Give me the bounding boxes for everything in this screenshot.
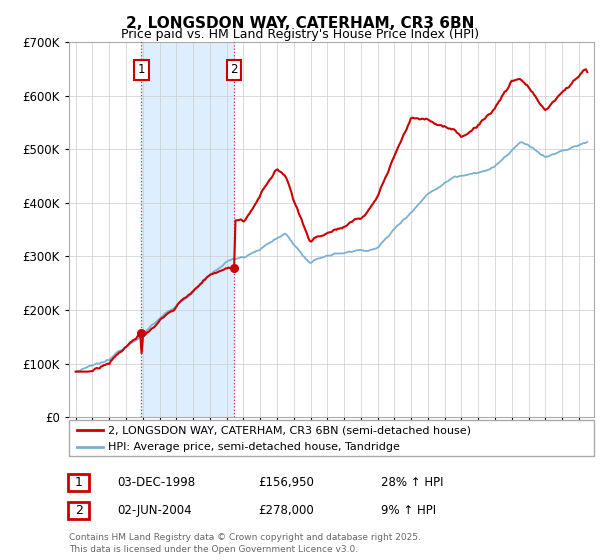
Text: 1: 1: [74, 476, 83, 489]
Text: 28% ↑ HPI: 28% ↑ HPI: [381, 476, 443, 489]
Text: £278,000: £278,000: [258, 504, 314, 517]
Text: 2: 2: [74, 504, 83, 517]
Text: 1: 1: [138, 63, 145, 76]
Text: 2: 2: [230, 63, 238, 76]
Text: 02-JUN-2004: 02-JUN-2004: [117, 504, 191, 517]
Text: 9% ↑ HPI: 9% ↑ HPI: [381, 504, 436, 517]
Bar: [142, 42, 234, 417]
Text: Price paid vs. HM Land Registry's House Price Index (HPI): Price paid vs. HM Land Registry's House …: [121, 28, 479, 41]
Text: Contains HM Land Registry data © Crown copyright and database right 2025.
This d: Contains HM Land Registry data © Crown c…: [69, 533, 421, 554]
Text: HPI: Average price, semi-detached house, Tandridge: HPI: Average price, semi-detached house,…: [109, 442, 400, 452]
Text: 03-DEC-1998: 03-DEC-1998: [117, 476, 195, 489]
FancyBboxPatch shape: [68, 474, 89, 491]
Text: 2, LONGSDON WAY, CATERHAM, CR3 6BN (semi-detached house): 2, LONGSDON WAY, CATERHAM, CR3 6BN (semi…: [109, 425, 472, 435]
FancyBboxPatch shape: [68, 502, 89, 519]
Text: 2, LONGSDON WAY, CATERHAM, CR3 6BN: 2, LONGSDON WAY, CATERHAM, CR3 6BN: [126, 16, 474, 31]
FancyBboxPatch shape: [69, 420, 594, 456]
Text: £156,950: £156,950: [258, 476, 314, 489]
